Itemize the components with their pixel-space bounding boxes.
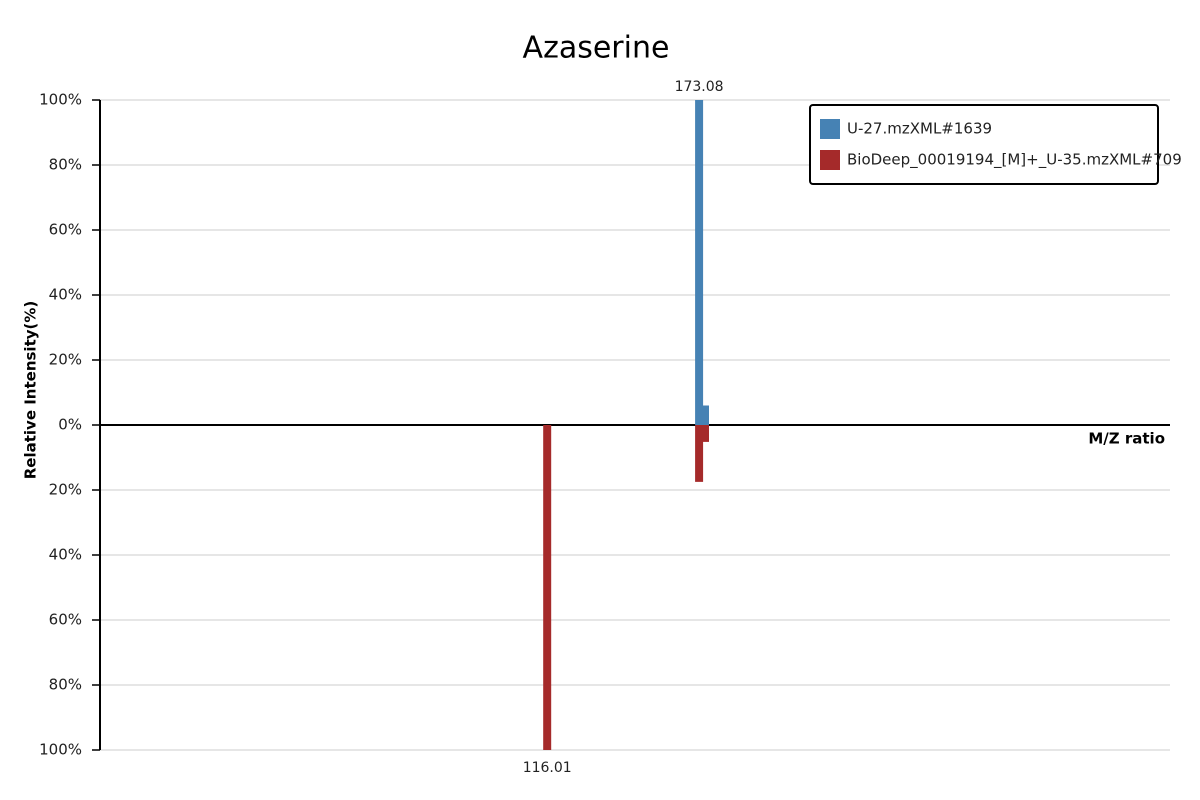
peak-bar [701, 425, 710, 442]
y-tick-label: 100% [39, 91, 82, 109]
peak-bar [701, 405, 710, 425]
peak-label: 116.01 [523, 760, 572, 776]
y-tick-label: 80% [49, 676, 82, 694]
x-axis-label: M/Z ratio [1088, 430, 1165, 448]
legend-label: BioDeep_00019194_[M]+_U-35.mzXML#709 [847, 151, 1182, 170]
legend-swatch [820, 119, 840, 139]
y-tick-label: 40% [49, 286, 82, 304]
peak-bar [695, 100, 704, 425]
y-tick-label: 20% [49, 351, 82, 369]
peak-label: 173.08 [675, 79, 724, 95]
chart-title: Azaserine [523, 31, 670, 66]
y-tick-label: 20% [49, 481, 82, 499]
legend-label: U-27.mzXML#1639 [847, 120, 992, 138]
y-axis-label: Relative Intensity(%) [22, 301, 40, 480]
y-tick-label: 0% [58, 416, 82, 434]
y-tick-label: 60% [49, 611, 82, 629]
y-tick-label: 60% [49, 221, 82, 239]
y-tick-label: 100% [39, 741, 82, 759]
y-tick-label: 80% [49, 156, 82, 174]
legend-box [809, 104, 1159, 185]
legend: U-27.mzXML#1639 BioDeep_00019194_[M]+_U-3… [809, 104, 1182, 185]
peak-bar [543, 425, 552, 750]
peak-bar [695, 425, 704, 482]
y-tick-label: 40% [49, 546, 82, 564]
legend-swatch [820, 150, 840, 170]
